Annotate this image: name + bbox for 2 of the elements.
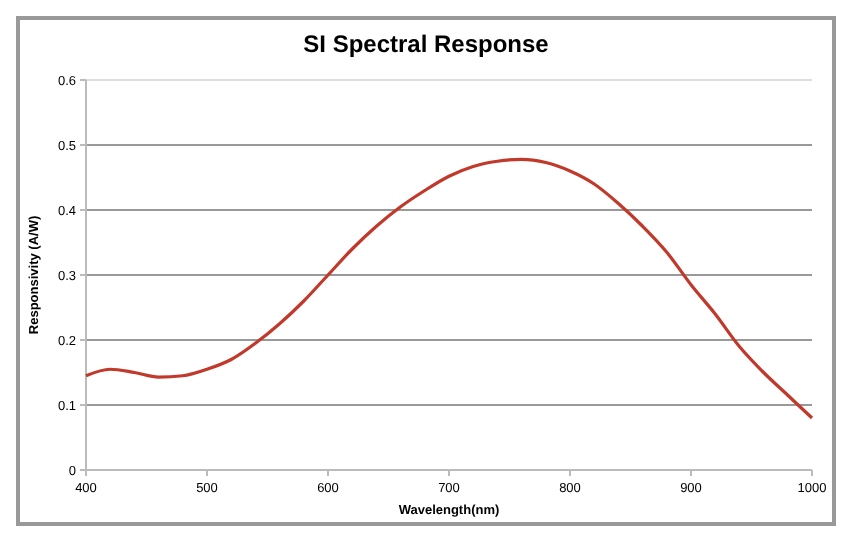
chart-title: SI Spectral Response <box>303 30 550 58</box>
line-series <box>84 157 814 420</box>
